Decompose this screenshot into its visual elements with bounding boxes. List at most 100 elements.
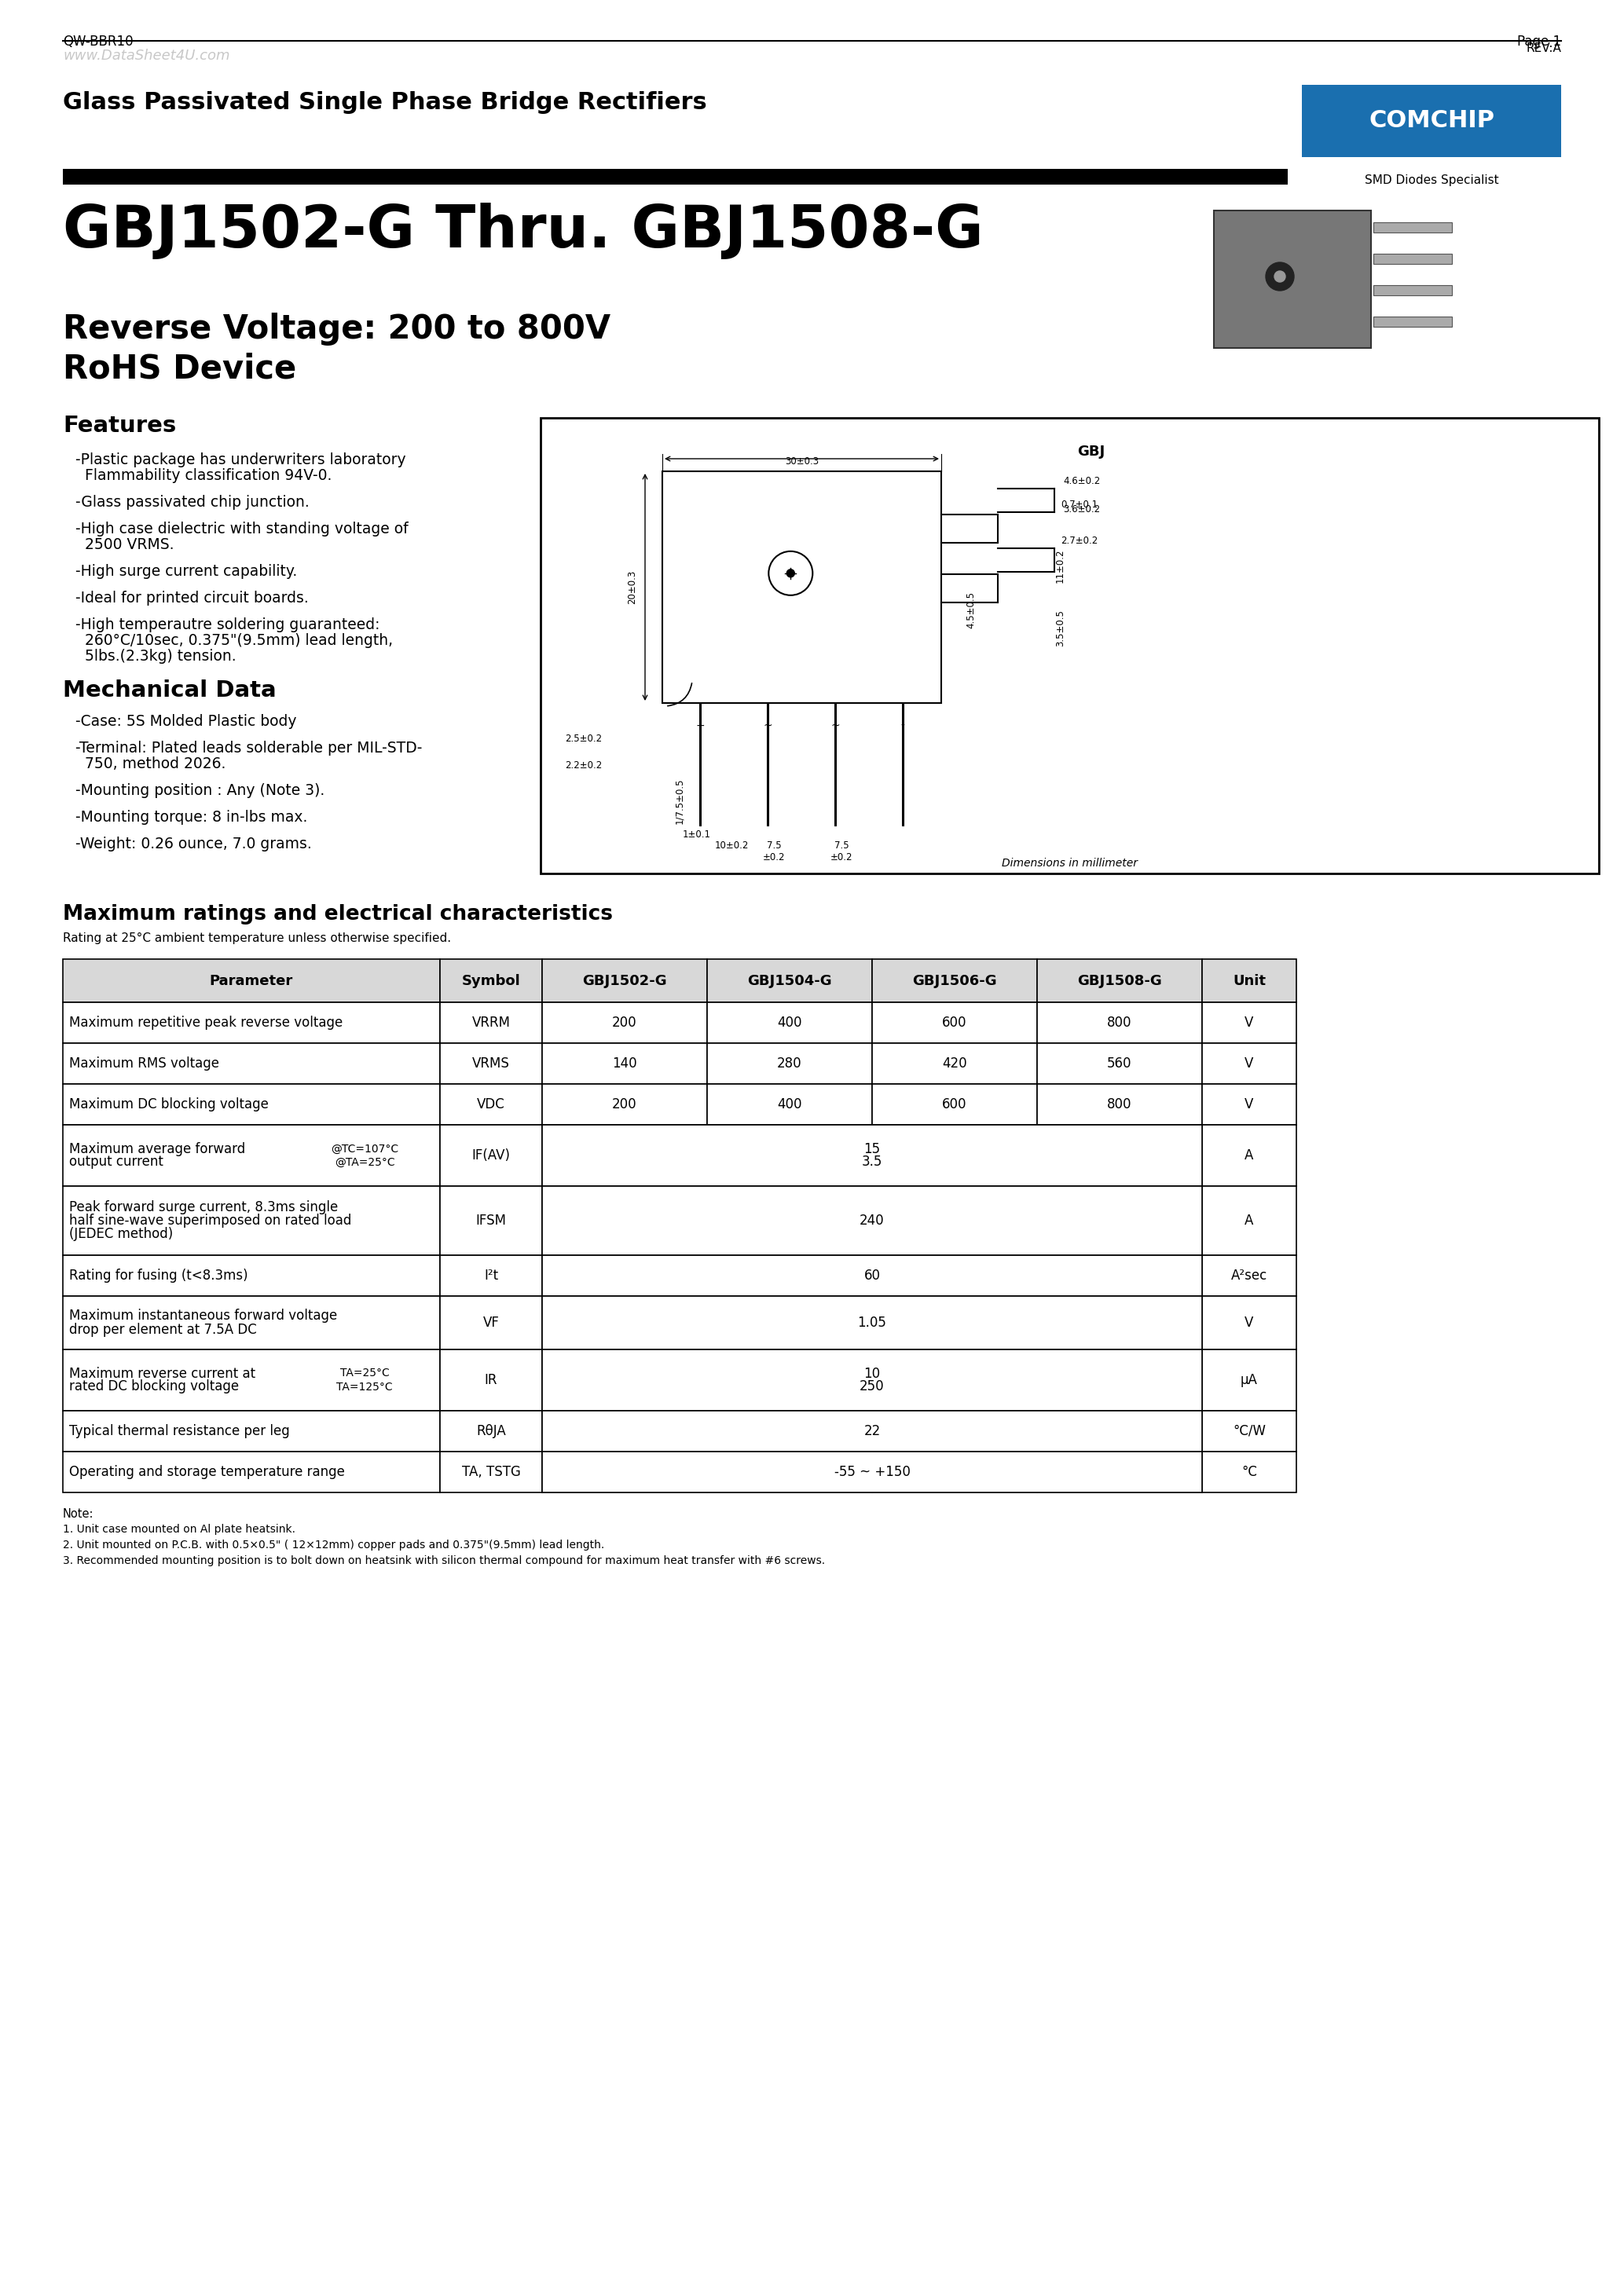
Bar: [1038, 1084, 1202, 1125]
Text: GBJ1504-G: GBJ1504-G: [747, 974, 831, 987]
Bar: [1202, 1042, 1296, 1084]
Text: V: V: [1244, 1056, 1254, 1070]
Text: A: A: [1244, 1148, 1254, 1162]
Text: 15: 15: [864, 1141, 880, 1155]
Bar: [872, 1451, 1038, 1492]
Text: 0.7±0.1: 0.7±0.1: [1060, 498, 1098, 510]
Bar: [440, 960, 542, 1003]
Bar: [1374, 223, 1452, 232]
Bar: [706, 1295, 872, 1350]
Bar: [1213, 211, 1371, 349]
Bar: [1302, 85, 1561, 156]
Bar: [63, 1451, 440, 1492]
Bar: [1038, 1187, 1202, 1256]
Bar: [1038, 1350, 1202, 1410]
Text: Flammability classification 94V-0.: Flammability classification 94V-0.: [75, 468, 331, 482]
Bar: [1374, 317, 1452, 326]
Bar: [706, 1042, 872, 1084]
Text: 280: 280: [778, 1056, 802, 1070]
Text: Features: Features: [63, 416, 175, 436]
Bar: [63, 1003, 440, 1042]
Text: ~: ~: [763, 721, 771, 732]
Text: -Glass passivated chip junction.: -Glass passivated chip junction.: [75, 496, 309, 510]
Text: Glass Passivated Single Phase Bridge Rectifiers: Glass Passivated Single Phase Bridge Rec…: [63, 92, 706, 115]
Text: GBJ1508-G: GBJ1508-G: [1077, 974, 1161, 987]
Text: Maximum repetitive peak reverse voltage: Maximum repetitive peak reverse voltage: [70, 1015, 343, 1031]
Bar: [440, 1003, 542, 1042]
Text: 560: 560: [1108, 1056, 1132, 1070]
Text: COMCHIP: COMCHIP: [1369, 110, 1494, 133]
Text: TA=125°C: TA=125°C: [336, 1382, 393, 1391]
Circle shape: [1275, 271, 1285, 282]
Bar: [542, 1350, 706, 1410]
Bar: [872, 1042, 1038, 1084]
Bar: [63, 1042, 440, 1084]
Text: Rating for fusing (t<8.3ms): Rating for fusing (t<8.3ms): [70, 1270, 248, 1283]
Text: -Terminal: Plated leads solderable per MIL-STD-: -Terminal: Plated leads solderable per M…: [75, 742, 422, 755]
Bar: [63, 170, 1288, 184]
Text: Parameter: Parameter: [209, 974, 294, 987]
Text: QW-BBR10: QW-BBR10: [63, 34, 133, 48]
Text: 1.05: 1.05: [857, 1316, 887, 1329]
Text: ~: ~: [830, 721, 840, 732]
Text: 750, method 2026.: 750, method 2026.: [75, 755, 226, 771]
Text: 400: 400: [778, 1097, 802, 1111]
Text: -Mounting position : Any (Note 3).: -Mounting position : Any (Note 3).: [75, 783, 325, 799]
Bar: [542, 1084, 706, 1125]
Text: 7.5
±0.2: 7.5 ±0.2: [763, 840, 784, 863]
Text: VRRM: VRRM: [473, 1015, 510, 1031]
Text: GBJ1506-G: GBJ1506-G: [913, 974, 997, 987]
Text: IFSM: IFSM: [476, 1215, 507, 1228]
Text: -: -: [901, 721, 905, 732]
Text: Maximum average forward: Maximum average forward: [70, 1141, 245, 1155]
Text: RθJA: RθJA: [476, 1424, 507, 1437]
Text: @TA=25°C: @TA=25°C: [335, 1157, 395, 1169]
Bar: [542, 1125, 1202, 1187]
Text: -Case: 5S Molded Plastic body: -Case: 5S Molded Plastic body: [75, 714, 297, 728]
Bar: [542, 960, 706, 1003]
Text: 60: 60: [864, 1270, 880, 1283]
Bar: [542, 1295, 706, 1350]
Text: 5lbs.(2.3kg) tension.: 5lbs.(2.3kg) tension.: [75, 650, 235, 664]
Bar: [542, 1003, 706, 1042]
Text: RoHS Device: RoHS Device: [63, 351, 297, 386]
Bar: [706, 1350, 872, 1410]
Text: 1±0.1: 1±0.1: [682, 829, 711, 840]
Bar: [542, 1410, 706, 1451]
Text: °C: °C: [1241, 1465, 1257, 1479]
Text: -High surge current capability.: -High surge current capability.: [75, 565, 297, 579]
Text: 22: 22: [864, 1424, 880, 1437]
Bar: [542, 1451, 1202, 1492]
Bar: [440, 1187, 542, 1256]
Bar: [1202, 1084, 1296, 1125]
Bar: [706, 1187, 872, 1256]
Bar: [1038, 1295, 1202, 1350]
Bar: [663, 471, 942, 703]
Text: 2.2±0.2: 2.2±0.2: [565, 760, 603, 771]
Text: output current: output current: [70, 1155, 164, 1169]
Text: Typical thermal resistance per leg: Typical thermal resistance per leg: [70, 1424, 289, 1437]
Text: Operating and storage temperature range: Operating and storage temperature range: [70, 1465, 344, 1479]
Text: TA, TSTG: TA, TSTG: [461, 1465, 520, 1479]
Bar: [63, 960, 440, 1003]
Text: -Ideal for printed circuit boards.: -Ideal for printed circuit boards.: [75, 590, 309, 606]
Text: Note:: Note:: [63, 1508, 94, 1520]
Bar: [542, 1451, 706, 1492]
Bar: [440, 1350, 542, 1410]
Bar: [63, 1410, 440, 1451]
Text: -Mounting torque: 8 in-lbs max.: -Mounting torque: 8 in-lbs max.: [75, 810, 307, 824]
Text: Peak forward surge current, 8.3ms single: Peak forward surge current, 8.3ms single: [70, 1201, 338, 1215]
Text: 200: 200: [612, 1015, 637, 1031]
Bar: [1202, 1350, 1296, 1410]
Text: Reverse Voltage: 200 to 800V: Reverse Voltage: 200 to 800V: [63, 312, 611, 347]
Text: °C/W: °C/W: [1233, 1424, 1265, 1437]
Text: -High case dielectric with standing voltage of: -High case dielectric with standing volt…: [75, 521, 408, 537]
Text: 4.6±0.2: 4.6±0.2: [1064, 475, 1099, 487]
Text: 2. Unit mounted on P.C.B. with 0.5×0.5" ( 12×12mm) copper pads and 0.375"(9.5mm): 2. Unit mounted on P.C.B. with 0.5×0.5" …: [63, 1541, 604, 1550]
Text: VF: VF: [482, 1316, 499, 1329]
Bar: [1374, 285, 1452, 296]
Text: A²sec: A²sec: [1231, 1270, 1267, 1283]
Text: 3. Recommended mounting position is to bolt down on heatsink with silicon therma: 3. Recommended mounting position is to b…: [63, 1554, 825, 1566]
Bar: [63, 1187, 440, 1256]
Text: 10: 10: [864, 1366, 880, 1380]
